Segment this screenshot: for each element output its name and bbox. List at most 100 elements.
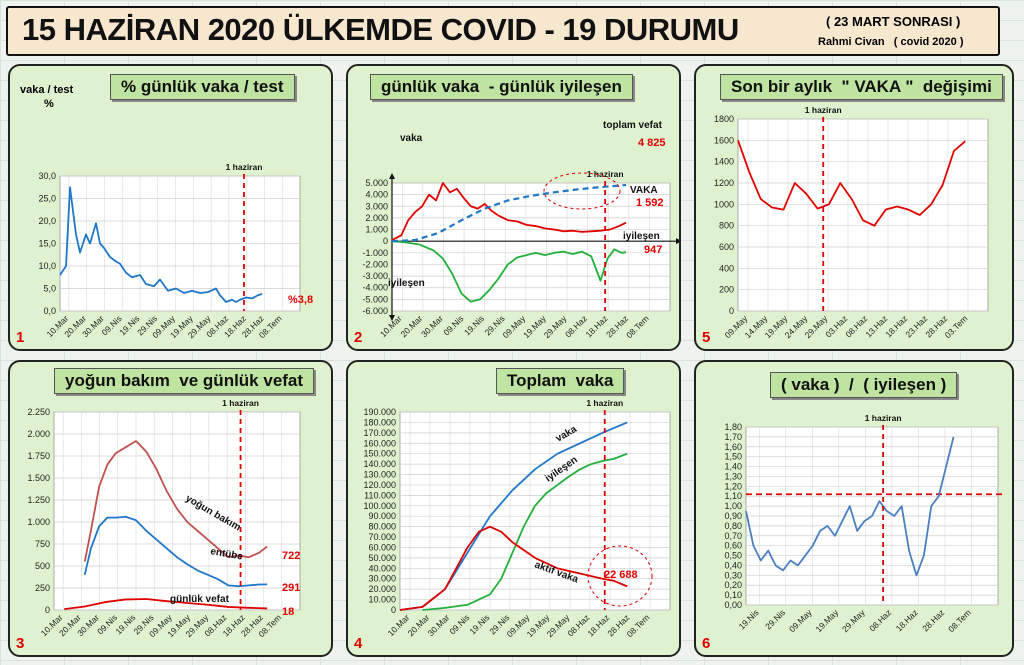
y-tick-label: 1.500 xyxy=(27,473,50,483)
y-tick-label: -5.000 xyxy=(362,294,388,304)
y-tick-label: 1.250 xyxy=(27,495,50,505)
y-tick-label: 250 xyxy=(35,583,50,593)
series-label: VAKA xyxy=(630,185,658,196)
y-tick-label: 1800 xyxy=(714,114,734,124)
panel-5-number: 5 xyxy=(702,329,711,346)
y-tick-label: 500 xyxy=(35,561,50,571)
y-tick-label: 80.000 xyxy=(368,522,396,532)
y-tick-label: 150.000 xyxy=(363,449,396,459)
y-tick-label: 3.000 xyxy=(365,201,388,211)
y-tick-label: 100.000 xyxy=(363,501,396,511)
y-tick-label: 1600 xyxy=(714,135,734,145)
y-tick-label: 1,00 xyxy=(724,501,742,511)
y-tick-label: 200 xyxy=(719,285,734,295)
value-label: 291 xyxy=(282,582,300,594)
x-tick-label: 09.Nis xyxy=(441,313,465,337)
series-label: vaka xyxy=(400,133,423,144)
y-tick-label: 0,10 xyxy=(724,590,742,600)
panel-1: % günlük vaka / test vaka / test % 30,0 2… xyxy=(8,64,333,351)
panel-1-yunit: % xyxy=(44,98,54,110)
x-tick-label: 19.Nis xyxy=(462,313,486,337)
author-line: Rahmi Civan ( covid 2020 ) xyxy=(818,36,964,48)
chart-4: 190.000180.000170.000160.000150.000140.0… xyxy=(363,398,671,639)
x-tick-label: 08.Haz xyxy=(563,313,589,339)
y-tick-label: 1.000 xyxy=(27,517,50,527)
panel-2-number: 2 xyxy=(354,329,363,346)
x-tick-label: 08.Tem xyxy=(624,313,651,340)
x-tick-label: 29.Nis xyxy=(763,607,787,631)
page-title: 15 HAZİRAN 2020 ÜLKEMDE COVID - 19 DURUM… xyxy=(22,12,739,47)
y-tick-label: 750 xyxy=(35,539,50,549)
y-tick-label: 30,0 xyxy=(38,171,56,181)
marker-label: 1 haziran xyxy=(226,162,263,172)
x-tick-label: 03.Tem xyxy=(943,313,970,340)
y-tick-label: 0,50 xyxy=(724,551,742,561)
marker-label: 1 haziran xyxy=(587,169,624,179)
series-line-1 xyxy=(391,182,627,241)
title-bar: 15 HAZİRAN 2020 ÜLKEMDE COVID - 19 DURUM… xyxy=(6,6,1000,56)
y-tick-label: 0 xyxy=(391,605,396,615)
x-tick-label: 30.Mar xyxy=(419,313,445,339)
series-line-2 xyxy=(391,240,627,303)
y-tick-label: 1,80 xyxy=(724,422,742,432)
chart-3: 2.250 2.000 1.750 1.500 1.250 1.000 750 500 250 0… xyxy=(27,398,301,639)
panel-2-title: günlük vaka - günlük iyileşen xyxy=(370,74,633,100)
x-tick-label: 18.Haz xyxy=(584,313,610,339)
highlight-circle xyxy=(587,545,653,607)
series-line-3 xyxy=(391,183,627,243)
chart-5: 18001600140012001000800600400200009.May1… xyxy=(714,105,989,340)
y-tick-label: 0 xyxy=(383,236,388,246)
x-tick-label: 08.Haz xyxy=(867,607,893,633)
y-tick-label: 1,10 xyxy=(724,491,742,501)
y-tick-label: 400 xyxy=(719,263,734,273)
y-tick-label: 0,90 xyxy=(724,511,742,521)
value-label: 4 825 xyxy=(638,137,666,149)
y-tick-label: 40.000 xyxy=(368,563,396,573)
x-tick-label: 30.Mar xyxy=(426,612,452,638)
plot-area xyxy=(737,118,989,312)
x-tick-label: 19.May xyxy=(813,607,840,634)
series-line-3 xyxy=(399,525,628,611)
y-tick-label: 2.250 xyxy=(27,407,50,417)
y-tick-label: 160.000 xyxy=(363,438,396,448)
y-tick-label: 600 xyxy=(719,242,734,252)
y-tick-label: 1,50 xyxy=(724,452,742,462)
y-tick-label: 0,80 xyxy=(724,521,742,531)
y-tick-label: -3.000 xyxy=(362,271,388,281)
y-tick-label: 1,60 xyxy=(724,442,742,452)
series-label: günlük vefat xyxy=(170,594,230,605)
series-line-1 xyxy=(59,186,263,303)
value-label: 722 xyxy=(282,550,300,562)
y-tick-label: -1.000 xyxy=(362,248,388,258)
series-line-2 xyxy=(422,452,628,611)
panel-3-title: yoğun bakım ve günlük vefat xyxy=(54,368,315,394)
value-label: 18 xyxy=(282,606,294,618)
y-tick-label: 1.750 xyxy=(27,451,50,461)
panel-1-title: % günlük vaka / test xyxy=(110,74,295,100)
y-tick-label: 1400 xyxy=(714,157,734,167)
x-tick-label: 28.Haz xyxy=(920,607,946,633)
y-tick-label: 70.000 xyxy=(368,532,396,542)
y-tick-label: 60.000 xyxy=(368,542,396,552)
value-label: 947 xyxy=(644,244,662,256)
y-tick-label: 1,40 xyxy=(724,462,742,472)
panel-1-ylabel: vaka / test xyxy=(20,84,74,96)
marker-label: 1 haziran xyxy=(222,398,259,408)
axis-arrow xyxy=(389,315,395,321)
y-tick-label: 1,30 xyxy=(724,471,742,481)
y-tick-label: 25,0 xyxy=(38,194,56,204)
y-tick-label: 0 xyxy=(729,306,734,316)
panel-5-title: Son bir aylık " VAKA " değişimi xyxy=(720,74,1003,100)
x-tick-label: 20.Mar xyxy=(399,313,425,339)
marker-label: 1 haziran xyxy=(865,413,902,423)
x-tick-label: 09.Nis xyxy=(447,612,471,636)
y-tick-label: 5,0 xyxy=(43,284,56,294)
y-tick-label: 0,40 xyxy=(724,560,742,570)
annotation-label: %3,8 xyxy=(288,294,313,306)
y-tick-label: 110.000 xyxy=(364,490,396,500)
y-tick-label: 0,30 xyxy=(724,570,742,580)
y-tick-label: 1.000 xyxy=(365,225,388,235)
y-tick-label: 30.000 xyxy=(368,574,396,584)
y-tick-label: 4.000 xyxy=(365,190,388,200)
x-tick-label: 29.May xyxy=(542,313,569,340)
